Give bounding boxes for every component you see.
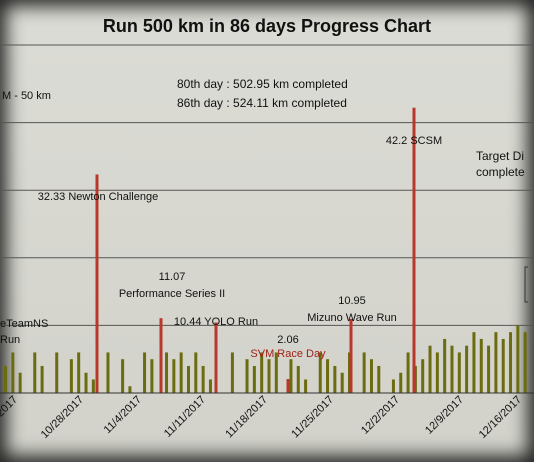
annotation-newton: 32.33 Newton Challenge xyxy=(38,191,158,203)
daily-bar xyxy=(230,352,234,393)
daily-bar xyxy=(150,359,154,393)
daily-bar xyxy=(172,359,176,393)
target-note-line-2: complete xyxy=(476,165,525,179)
daily-bar xyxy=(326,359,330,393)
daily-bar xyxy=(121,359,125,393)
x-tick-label: 11/4/2017 xyxy=(102,394,145,437)
daily-bar xyxy=(377,365,381,393)
daily-bar xyxy=(143,352,147,393)
daily-bar xyxy=(274,352,278,393)
daily-bar xyxy=(428,345,432,393)
daily-bar xyxy=(40,365,44,393)
event-bar xyxy=(286,379,290,393)
x-tick-label: 12/9/2017 xyxy=(423,394,466,437)
daily-bar xyxy=(516,325,520,393)
daily-bar xyxy=(208,379,212,393)
bars-group xyxy=(4,107,527,393)
daily-bar xyxy=(369,359,373,393)
daily-bar xyxy=(260,352,264,393)
daily-bar xyxy=(509,332,513,393)
daily-bar xyxy=(406,352,410,393)
daily-bar xyxy=(77,352,81,393)
x-axis-ticks: 1/2017 10/28/2017 11/4/2017 11/11/2017 11/18… xyxy=(0,394,524,441)
daily-bar xyxy=(289,359,293,393)
daily-bar xyxy=(4,365,7,393)
daily-bar xyxy=(33,352,37,393)
annotation-11-07: 11.07 xyxy=(159,271,186,283)
daily-bar xyxy=(435,352,439,393)
daily-bar xyxy=(318,352,322,393)
event-bar xyxy=(349,318,353,393)
event-bar xyxy=(95,174,99,393)
daily-bar xyxy=(201,365,205,393)
daily-bar xyxy=(421,359,425,393)
daily-bar xyxy=(18,372,22,393)
daily-bar xyxy=(165,352,169,393)
daily-bar xyxy=(252,365,256,393)
daily-bar xyxy=(450,345,454,393)
daily-bar xyxy=(296,365,300,393)
x-tick-label: 12/16/2017 xyxy=(477,394,524,441)
left-note: M - 50 km xyxy=(2,90,51,102)
annotation-2-06: 2.06 xyxy=(277,334,298,346)
daily-bar xyxy=(523,332,527,393)
summary-line-86: 86th day : 524.11 km completed xyxy=(177,96,347,110)
daily-bar xyxy=(443,338,447,393)
daily-bar xyxy=(304,379,308,393)
daily-bar xyxy=(69,359,73,393)
daily-bar xyxy=(245,359,249,393)
daily-bar xyxy=(11,352,15,393)
daily-bar xyxy=(186,365,190,393)
annotation-yolo: 10.44 YOLO Run xyxy=(174,316,258,328)
daily-bar xyxy=(399,372,403,393)
x-tick-label: 10/28/2017 xyxy=(39,394,86,441)
x-tick-label: 11/25/2017 xyxy=(289,394,336,441)
gridlines xyxy=(0,122,534,326)
daily-bar xyxy=(487,345,491,393)
daily-bar xyxy=(179,352,183,393)
daily-bar xyxy=(494,332,498,393)
summary-line-80: 80th day : 502.95 km completed xyxy=(177,77,348,91)
x-tick-label: 11/11/2017 xyxy=(162,394,208,440)
daily-bar xyxy=(479,338,483,393)
daily-bar xyxy=(340,372,344,393)
daily-bar xyxy=(128,386,132,393)
daily-bar xyxy=(55,352,59,393)
daily-bar xyxy=(457,352,461,393)
daily-bar xyxy=(465,345,469,393)
event-bar xyxy=(214,322,218,393)
daily-bar xyxy=(501,338,505,393)
x-tick-label: 11/18/2017 xyxy=(223,394,270,441)
daily-bar xyxy=(84,372,88,393)
annotation-svm-race-day: SVM Race Day xyxy=(250,348,326,360)
annotation-scsm: 42.2 SCSM xyxy=(386,135,442,147)
daily-bar xyxy=(106,352,110,393)
target-note-line-1: Target Di xyxy=(476,149,524,163)
x-tick-label: 12/2/2017 xyxy=(359,394,402,437)
daily-bar xyxy=(91,379,95,393)
daily-bar xyxy=(472,332,476,393)
daily-bar xyxy=(391,379,395,393)
chart-title: Run 500 km in 86 days Progress Chart xyxy=(103,16,431,36)
annotation-run: Run xyxy=(0,334,20,346)
daily-bar xyxy=(333,365,337,393)
annotation-eteamns: eTeamNS xyxy=(0,318,48,330)
daily-bar xyxy=(194,352,198,393)
annotation-mizuno: Mizuno Wave Run xyxy=(307,312,396,324)
annotation-performance-series: Performance Series II xyxy=(119,288,225,300)
event-bar xyxy=(412,107,416,393)
event-bar xyxy=(159,318,163,393)
x-tick-label: 1/2017 xyxy=(0,394,20,426)
annotation-10-95: 10.95 xyxy=(338,295,366,307)
daily-bar xyxy=(267,359,271,393)
target-bracket xyxy=(524,266,528,303)
daily-bar xyxy=(362,352,366,393)
